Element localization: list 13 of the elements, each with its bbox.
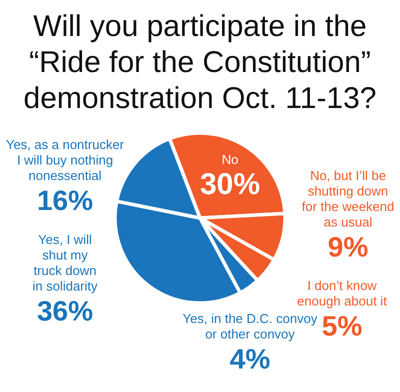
slice-label: No bbox=[222, 152, 238, 167]
data-label: 4% bbox=[230, 344, 270, 374]
slice-label: Yes, I will shut my truck down in solidarity bbox=[32, 232, 98, 294]
slice-label: No, but I’ll be shutting down for the weekend as usual bbox=[302, 168, 394, 230]
data-label: 36% bbox=[36, 296, 94, 326]
slice-label: Yes, in the D.C. convoy or other convoy bbox=[182, 311, 318, 342]
data-label: 5% bbox=[322, 310, 362, 342]
slice-label: I don’t know enough about it bbox=[297, 278, 388, 308]
data-label: 16% bbox=[36, 185, 94, 216]
data-label: 30% bbox=[200, 168, 260, 201]
chart-title: Will you participate in the “Ride for the Constitution” demonstration Oct. 11-13? bbox=[24, 10, 376, 115]
slice-label: Yes, as a nontrucker I will buy nothing nonessential bbox=[6, 137, 125, 183]
data-label: 9% bbox=[328, 232, 368, 262]
